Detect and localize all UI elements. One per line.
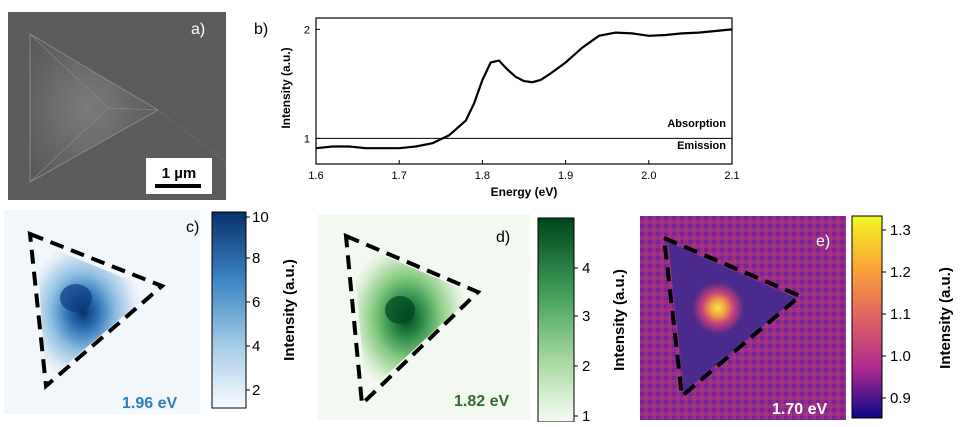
colorbar-d-tick: 4	[582, 260, 590, 277]
scale-bar-label: 1 µm	[162, 165, 197, 182]
map-e-panel: e) 1.70 eV	[640, 216, 846, 420]
map-d-intensity	[352, 242, 474, 394]
panel-label-d: d)	[496, 229, 510, 246]
y-tick-label: 1	[304, 133, 310, 145]
colorbar-c-tick: 8	[252, 250, 260, 267]
map-c-intensity	[36, 242, 154, 382]
chart-ylabel: Intensity (a.u.)	[279, 47, 293, 128]
colorbar-d-tick: 2	[582, 358, 590, 375]
plot-frame	[315, 17, 733, 165]
colorbar-e-label: Intensity (a.u.)	[937, 267, 954, 369]
chart-xlabel: Energy (eV)	[491, 185, 558, 199]
x-tick-label: 2.0	[641, 170, 656, 182]
colorbar-c-tick: 6	[252, 294, 260, 311]
colorbar-d-tick: 3	[582, 308, 590, 325]
colorbar-e: 1.3 1.2 1.1 1.0 0.9 Intensity (a.u.)	[850, 214, 960, 420]
emission-annotation: Emission	[677, 140, 726, 152]
colorbar-e-tick: 1.2	[890, 264, 911, 281]
colorbar-c-tick: 10	[252, 210, 269, 226]
map-e-energy: 1.70 eV	[772, 401, 827, 418]
colorbar-e-tick: 1.1	[890, 306, 911, 323]
x-tick-label: 1.7	[392, 170, 407, 182]
map-c-hotspot	[60, 284, 92, 312]
spectrum-series	[315, 28, 733, 150]
colorbar-c-tick: 4	[252, 338, 260, 355]
spectrum-chart: b) Intensity (a.u.) 1.6 1.7 1.8 1.9 2.0 2.1 1…	[254, 17, 740, 199]
map-c-energy: 1.96 eV	[122, 395, 177, 412]
x-tick-label: 1.6	[308, 170, 323, 182]
panel-label-b: b)	[254, 21, 268, 38]
x-tick-label: 1.9	[558, 170, 573, 182]
x-tick-label: 2.1	[724, 170, 739, 182]
absorption-annotation: Absorption	[667, 118, 726, 130]
map-d-energy: 1.82 eV	[454, 393, 509, 410]
map-e-hotspot	[692, 282, 744, 334]
colorbar-c-label: Intensity (a.u.)	[281, 259, 298, 361]
map-e-triangle-outline	[661, 234, 804, 400]
scale-bar	[155, 184, 201, 188]
colorbar-c-ticks: 10 8 6 4 2	[246, 209, 269, 399]
colorbar-d: 4 3 2 1 Intensity (a.u.)	[536, 216, 636, 425]
x-tick-label: 1.8	[475, 170, 490, 182]
panel-label-c: c)	[186, 219, 199, 236]
map-d-panel: d) 1.82 eV	[318, 214, 530, 420]
colorbar-c: 10 8 6 4 2 Intensity (a.u.)	[210, 209, 306, 414]
map-c-triangle-outline	[27, 230, 166, 391]
colorbar-d-tick: 1	[582, 408, 590, 422]
colorbar-c-tick: 2	[252, 382, 260, 399]
panel-label-a: a)	[191, 21, 205, 38]
colorbar-d-label: Intensity (a.u.)	[611, 269, 628, 371]
sem-image-panel: 1 µm a)	[8, 12, 227, 200]
colorbar-e-ticks: 1.3 1.2 1.1 1.0 0.9	[882, 222, 911, 407]
colorbar-e-tick: 1.0	[890, 348, 911, 365]
colorbar-e-tick: 0.9	[890, 390, 911, 407]
map-d-triangle-outline	[343, 232, 482, 409]
panel-label-e: e)	[816, 233, 830, 250]
colorbar-d-ticks: 4 3 2 1	[574, 260, 590, 425]
sem-image: 1 µm a)	[8, 12, 227, 200]
map-d-hotspot	[385, 296, 415, 324]
y-tick-label: 2	[304, 24, 310, 36]
colorbar-e-tick: 1.3	[890, 222, 911, 239]
map-c-panel: c) 1.96 eV	[4, 210, 200, 414]
sem-triangle	[29, 33, 159, 183]
